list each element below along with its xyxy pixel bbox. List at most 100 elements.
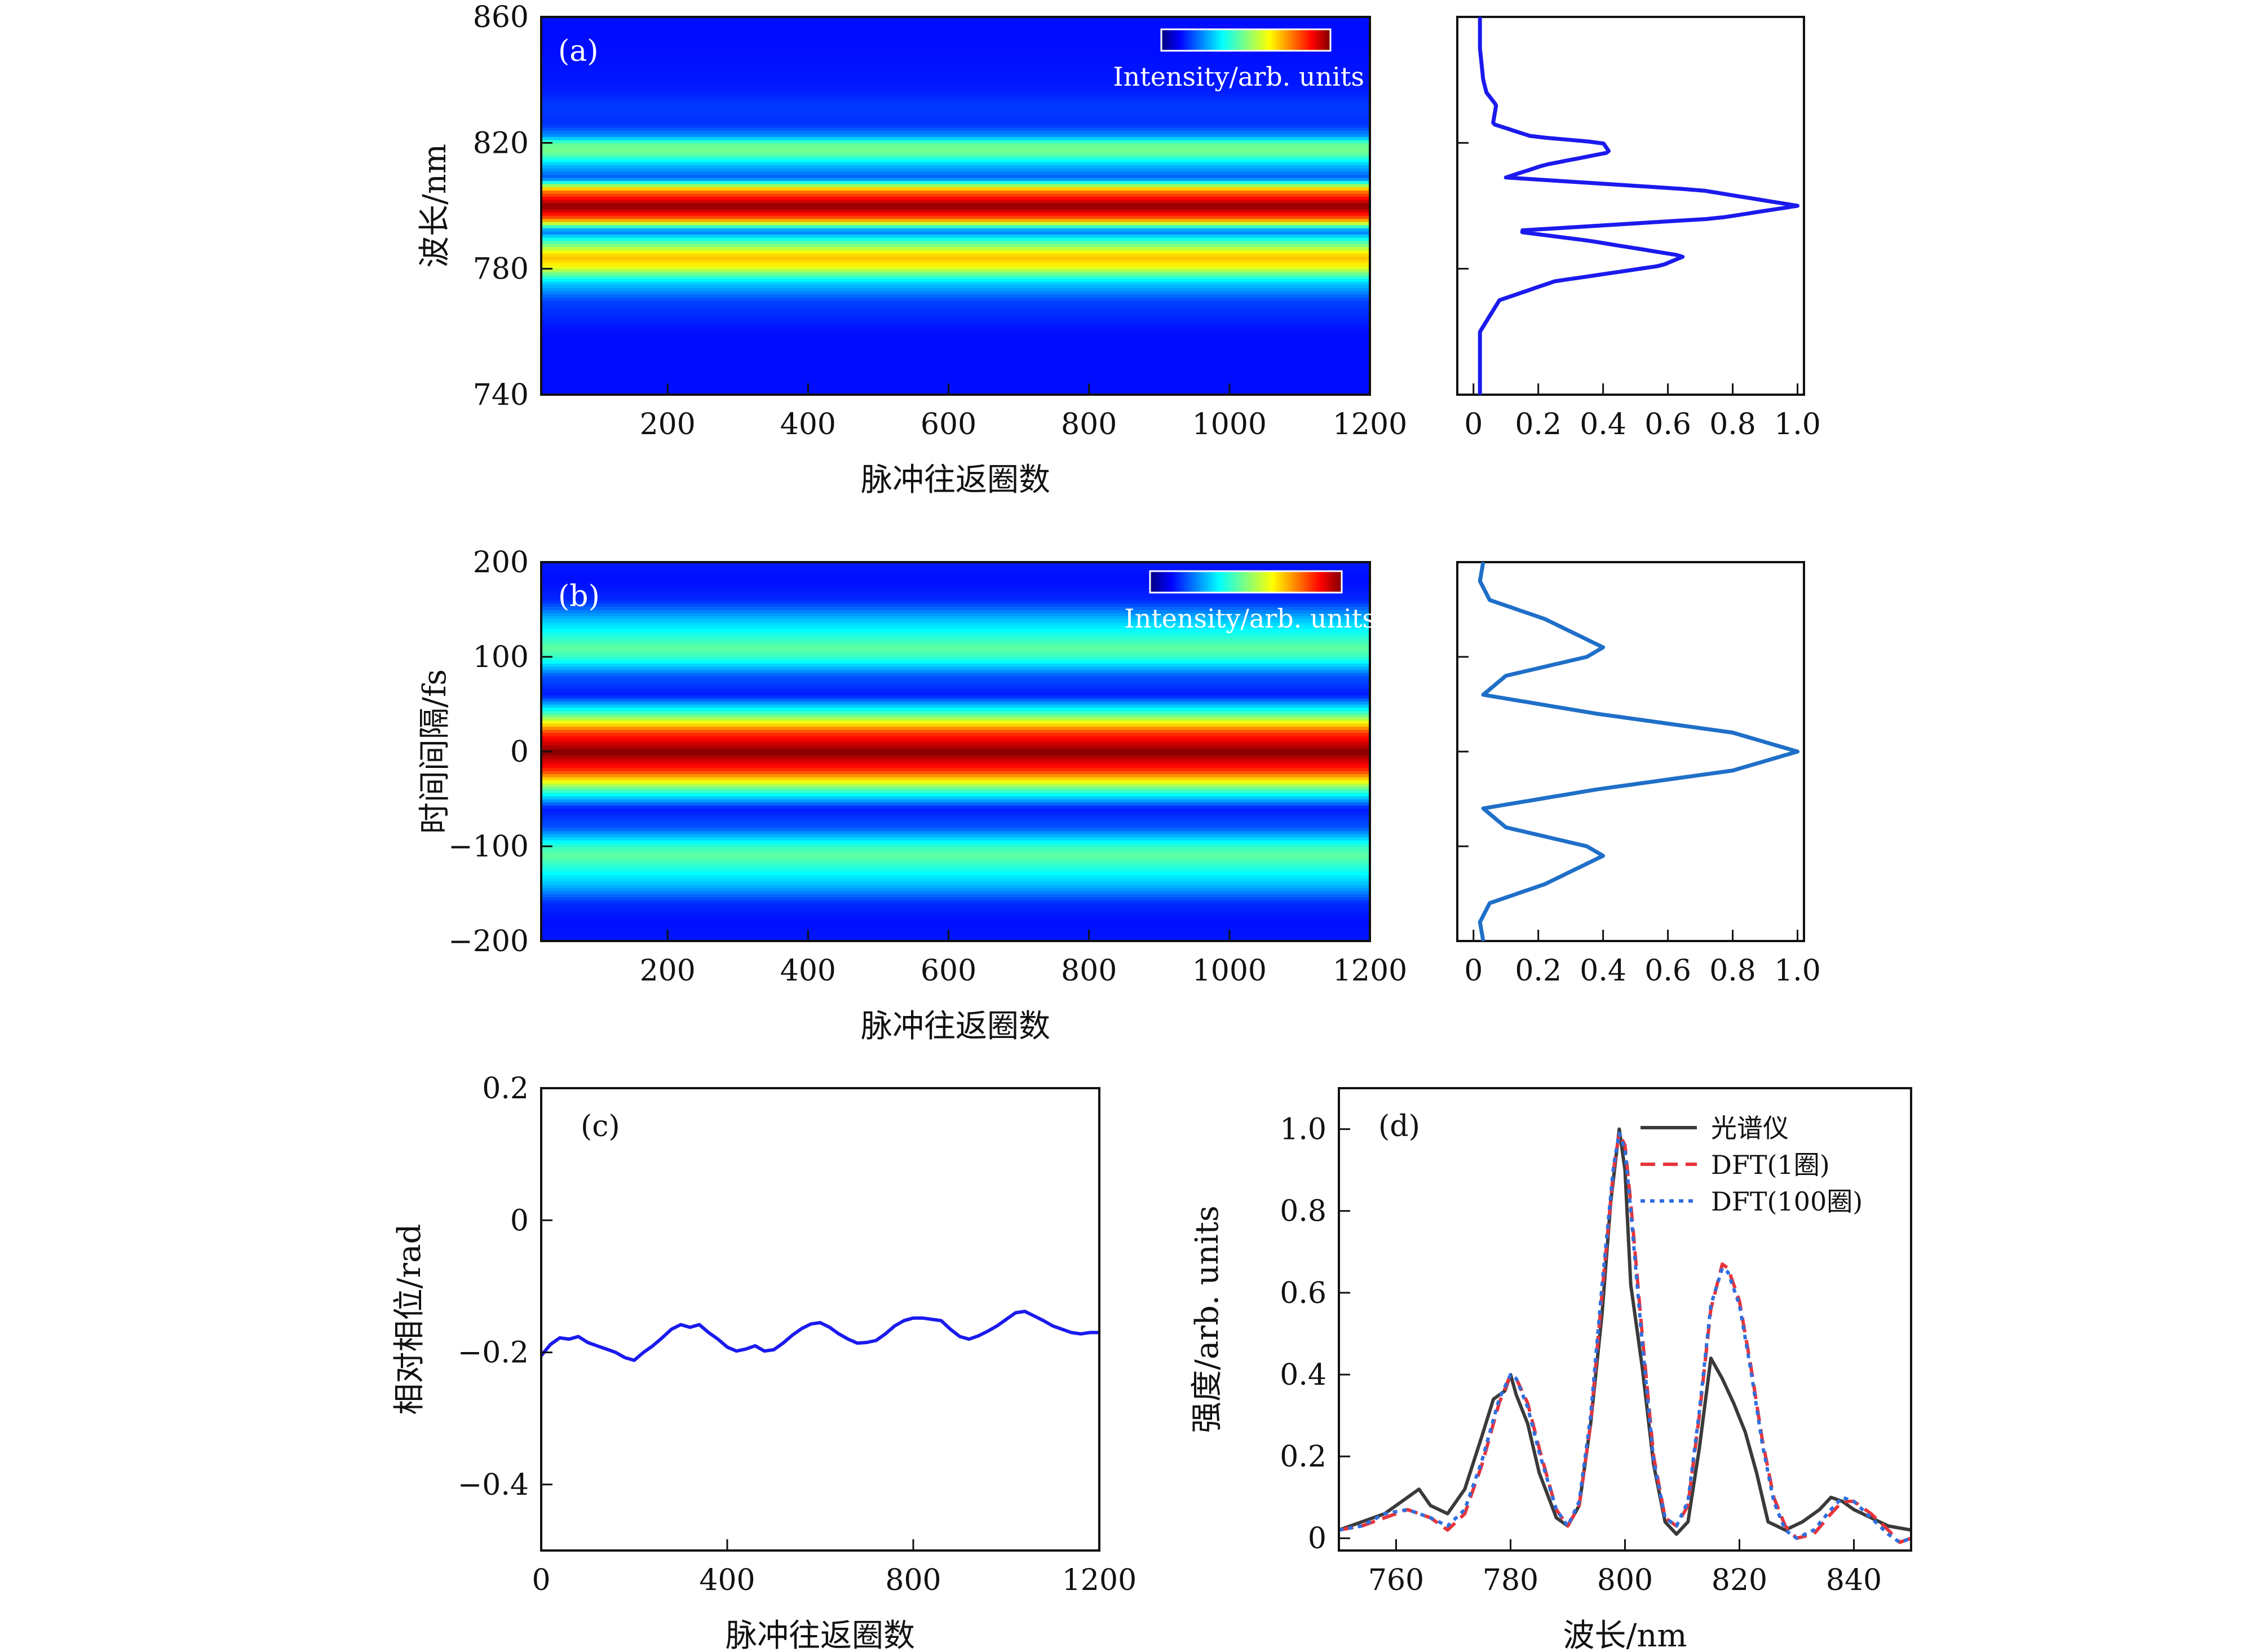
y-axis-label: 时间间隔/fs [417, 669, 453, 834]
heatmap-band [541, 884, 1370, 888]
heatmap-band [541, 764, 1370, 768]
heatmap-b-ytick-label: 100 [473, 641, 529, 674]
heatmap-band [541, 697, 1370, 702]
heatmap-band [541, 391, 1370, 395]
side-plot-a: 0 0.2 0.4 0.6 0.8 1.0 [1456, 16, 1821, 441]
heatmap-band [541, 774, 1370, 778]
side-a-xtick-label: 0.6 [1644, 408, 1691, 441]
heatmap-band [541, 628, 1370, 632]
heatmap-band [541, 650, 1370, 655]
heatmap-band [541, 748, 1370, 752]
heatmap-band [541, 29, 1370, 33]
heatmap-band [541, 187, 1370, 191]
heatmap-band [541, 193, 1370, 197]
heatmap-band [541, 338, 1370, 342]
heatmap-band [541, 341, 1370, 345]
colorbar-label: Intensity/arb. units [1113, 61, 1364, 92]
y-axis-label: 相对相位/rad [391, 1224, 428, 1415]
heatmap-band [541, 177, 1370, 182]
line-d-xtick-label: 780 [1483, 1563, 1538, 1597]
heatmap-band [541, 121, 1370, 125]
heatmap-a-xtick-label: 800 [1061, 408, 1117, 441]
side-b-xtick-label: 0.4 [1580, 954, 1626, 988]
heatmap-band [541, 215, 1370, 219]
heatmap-band [541, 288, 1370, 291]
heatmap-band [541, 792, 1370, 797]
heatmap-band [541, 152, 1370, 156]
heatmap-band [541, 565, 1370, 569]
heatmap-band [541, 644, 1370, 648]
heatmap-band [541, 723, 1370, 727]
heatmap-band [541, 666, 1370, 670]
heatmap-band [541, 584, 1370, 588]
side-b-xtick-label: 0.8 [1709, 954, 1756, 988]
heatmap-b-ytick-label: −100 [448, 830, 529, 864]
heatmap-band [541, 290, 1370, 295]
heatmap-band [541, 275, 1370, 279]
heatmap-band [541, 673, 1370, 677]
heatmap-band [541, 20, 1370, 24]
heatmap-band [541, 376, 1370, 379]
heatmap-band [541, 881, 1370, 885]
heatmap-band [541, 887, 1370, 891]
heatmap-band [541, 815, 1370, 819]
heatmap-band [541, 228, 1370, 232]
series-line-0 [1338, 1127, 1912, 1536]
heatmap-band [541, 256, 1370, 260]
heatmap-a-ytick-label: 780 [473, 253, 529, 286]
heatmap-band [541, 761, 1370, 765]
heatmap-band [541, 139, 1370, 144]
plot-frame [540, 1087, 1100, 1552]
side-b-xtick-label: 1.0 [1774, 954, 1821, 988]
heatmap-band [541, 92, 1370, 96]
heatmap-band [541, 61, 1370, 65]
heatmap-band [541, 26, 1370, 30]
line-d-ytick-label: 0.8 [1280, 1195, 1326, 1229]
heatmap-band [541, 136, 1370, 140]
heatmap-a-ytick-label: 740 [473, 378, 529, 412]
heatmap-band [541, 231, 1370, 235]
heatmap-band [541, 206, 1370, 210]
heatmap-band [541, 316, 1370, 320]
heatmap-b-xtick-label: 1000 [1192, 954, 1267, 988]
heatmap-band [541, 237, 1370, 241]
heatmap-a-xtick-label: 600 [921, 408, 976, 441]
heatmap-band [541, 101, 1370, 106]
heatmap-band [541, 631, 1370, 635]
heatmap-band [541, 859, 1370, 863]
heatmap-band [541, 23, 1370, 27]
heatmap-band [541, 145, 1370, 150]
heatmap-band [541, 372, 1370, 377]
heatmap-b-ytick-label: −200 [448, 925, 529, 958]
heatmap-band [541, 363, 1370, 367]
legend-label: DFT(100圈) [1711, 1186, 1863, 1217]
heatmap-band [541, 266, 1370, 270]
heatmap-band [541, 357, 1370, 361]
heatmap-band [541, 344, 1370, 348]
heatmap-band [541, 174, 1370, 178]
heatmap-band [541, 127, 1370, 131]
heatmap-band [541, 253, 1370, 257]
line-c-ytick-label: −0.2 [458, 1336, 529, 1370]
line-c-xtick-label: 1200 [1062, 1563, 1137, 1597]
heatmap-band [541, 616, 1370, 620]
heatmap-band [541, 695, 1370, 699]
heatmap-band [541, 752, 1370, 756]
y-axis-label: 强度/arb. units [1189, 1205, 1226, 1433]
heatmap-band [541, 562, 1370, 566]
heatmap-band [541, 603, 1370, 607]
heatmap-band [541, 600, 1370, 604]
heatmap-band [541, 48, 1370, 52]
heatmap-band [541, 268, 1370, 273]
heatmap-band [541, 691, 1370, 695]
panel-c: 0 400 800 1200 −0.4 −0.2 0 0.2 (c) 脉冲往返圈数 相对相位/rad [391, 1072, 1137, 1652]
heatmap-band [541, 89, 1370, 93]
panel-a: 200 400 600 800 1000 1200 740 780 820 860 (a) 脉冲往返圈… [417, 1, 1407, 498]
heatmap-band [541, 679, 1370, 683]
heatmap-band [541, 821, 1370, 825]
heatmap-band [541, 827, 1370, 831]
heatmap-band [541, 849, 1370, 853]
heatmap-band [541, 918, 1370, 923]
heatmap-band [541, 303, 1370, 307]
